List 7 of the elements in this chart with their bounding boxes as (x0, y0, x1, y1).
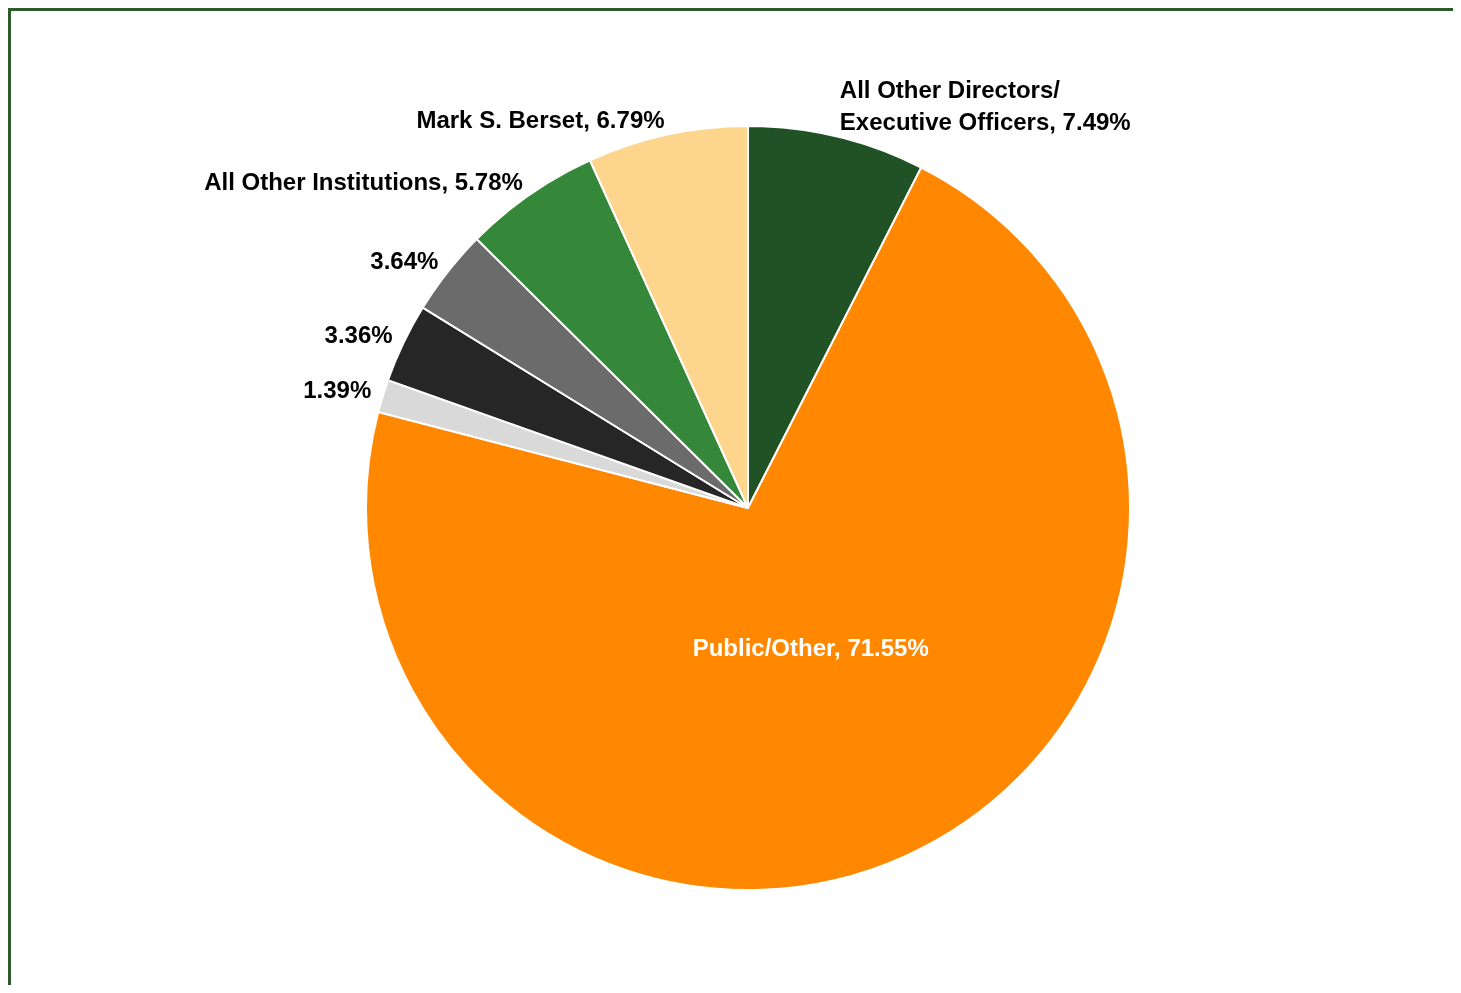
data-label: 3.64% (370, 246, 439, 274)
slice-label: All Other Directors/ Executive Officers, 7.49% (839, 75, 1131, 135)
slice-label: All Other Institutions, 5.78% (204, 167, 523, 195)
data-label: 3.36% (324, 320, 393, 348)
data-label: 1.39% (303, 375, 372, 402)
slice-label: Public/Other, 71.55% (692, 633, 929, 661)
slice-label: Mark S. Berset, 6.79% (416, 105, 665, 133)
